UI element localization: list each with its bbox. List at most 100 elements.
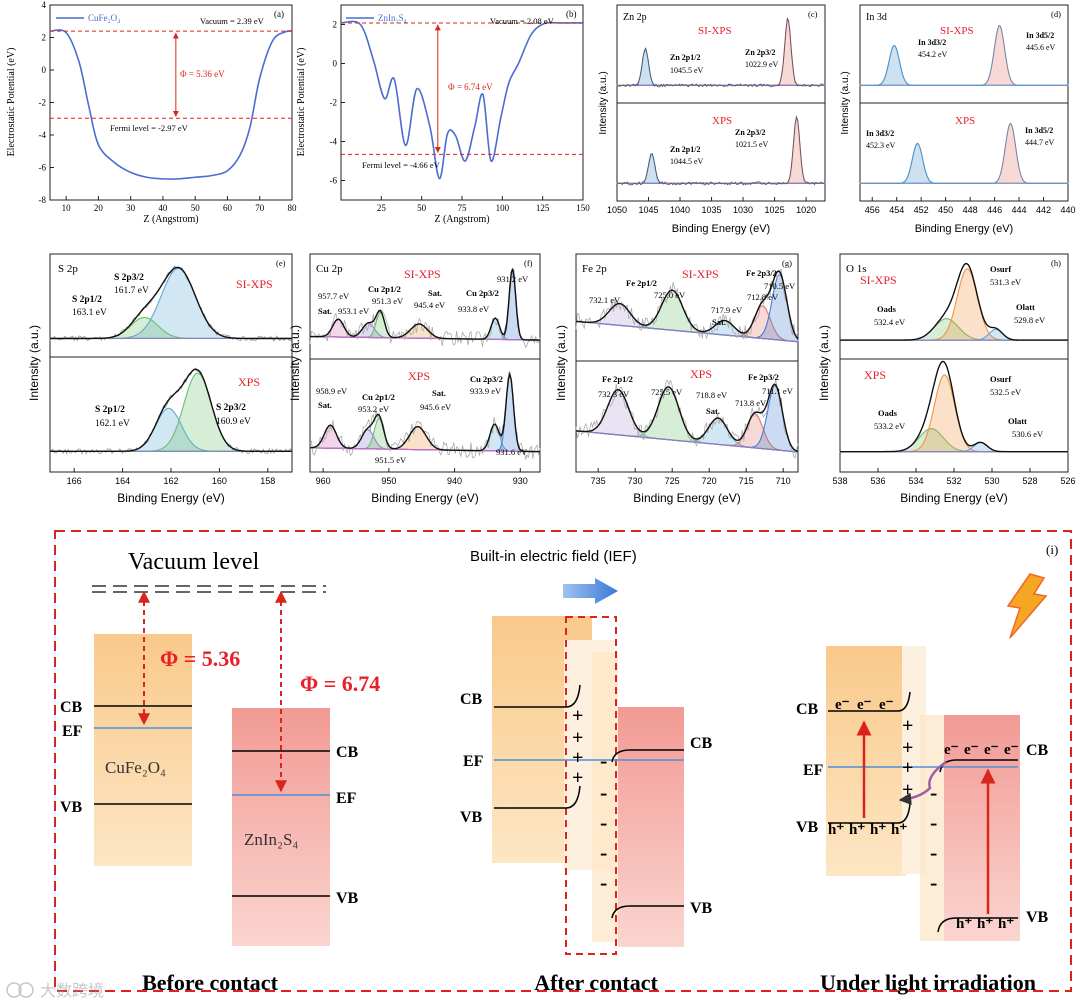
panel-g: 735 730 725 720 715 710 Fe 2p (g) SI-XPS XPS … — [554, 253, 799, 505]
x-tick-label: 526 — [1060, 476, 1075, 486]
panel-h-l4: 533.2 eV — [874, 421, 906, 431]
x-tick-label: 532 — [946, 476, 961, 486]
panel-h-xlabel: Binding Energy (eV) — [900, 491, 1007, 505]
svg-text:h⁺: h⁺ — [828, 822, 844, 838]
panel-c-peak4-name: Zn 2p3/2 — [735, 128, 765, 137]
panel-e-peak4-value: 160.9 eV — [216, 417, 251, 427]
panel-f-l3: 951.3 eV — [372, 296, 404, 306]
panel-f-xlabel: Binding Energy (eV) — [371, 491, 478, 505]
panel-b-potential-curve — [340, 20, 584, 180]
svg-text:+: + — [572, 705, 583, 727]
x-tick-label: 450 — [938, 205, 953, 215]
svg-text:h⁺: h⁺ — [956, 916, 972, 932]
panel-d-peak3-name: In 3d3/2 — [866, 129, 894, 138]
panel-h-osurf2: Osurf — [990, 374, 1011, 384]
x-tick-label: 452 — [914, 205, 929, 215]
panel-f-l6: 931.2 eV — [497, 274, 529, 284]
light-vb-label-right: VB — [1026, 909, 1049, 926]
x-tick-label: 454 — [889, 205, 904, 215]
svg-text:+: + — [902, 737, 913, 759]
panel-d-si-label: SI-XPS — [940, 25, 974, 37]
h-series0-envelope — [840, 262, 1068, 341]
panel-e-spectra — [49, 265, 293, 455]
panel-d-peak2-value: 445.6 eV — [1026, 43, 1056, 52]
svg-text:+: + — [572, 747, 583, 769]
panel-f: 960 950 940 930 Cu 2p (f) SI-XPS XPS 957.7 … — [288, 253, 541, 505]
y-tick-label: 0 — [42, 65, 47, 75]
panel-g-l3: 717.9 eV — [711, 305, 743, 315]
panel-h-spectra — [839, 262, 1069, 453]
c-series1-raw — [616, 115, 826, 186]
panel-f-cu32: Cu 2p3/2 — [466, 288, 499, 298]
after-zis-vb — [611, 905, 684, 919]
panel-h-title: O 1s — [846, 263, 866, 275]
e-series1-envelope — [50, 368, 292, 452]
panel-g-l4: 712.8 eV — [747, 292, 779, 302]
panel-c-peak1-value: 1045.5 eV — [670, 66, 704, 75]
light-cb-label-right: CB — [1026, 742, 1049, 759]
vacuum-level-label: Vacuum level — [128, 549, 260, 575]
cfo-ef-label: EF — [62, 723, 83, 740]
svg-text:+: + — [902, 757, 913, 779]
panel-c-xps-label: XPS — [712, 115, 732, 127]
panel-g-sat1: Sat. — [712, 317, 726, 327]
x-tick-label: 930 — [513, 476, 528, 486]
svg-text:+: + — [902, 779, 913, 801]
panel-g-l6: 732.3 eV — [598, 389, 630, 399]
panel-c: 1050 1045 1040 1035 1030 1025 1020 Zn 2p (c) S… — [598, 4, 826, 235]
x-tick-label: 1050 — [607, 205, 627, 215]
panel-f-spectra — [309, 268, 541, 460]
phi2-label: Φ = 6.74 — [300, 671, 380, 696]
panel-f-l12: 931.6 eV — [496, 447, 528, 457]
light-irradiation-label: Under light irradiation — [820, 970, 1036, 995]
cfo-vb-label: VB — [60, 799, 83, 816]
light-depletion-right — [920, 715, 944, 941]
light-zis-block — [944, 715, 1020, 941]
panel-g-sat2: Sat. — [706, 406, 720, 416]
panel-d-tag: (d) — [1051, 9, 1061, 19]
y-tick-label: -6 — [330, 176, 338, 186]
panel-a-legend: CuFe₂O₄ — [88, 13, 120, 23]
cfo-material-label: CuFe₂O₄ — [105, 758, 166, 777]
panel-b-phi-label: Φ = 6.74 eV — [448, 82, 493, 92]
panel-e-peak1-name: S 2p3/2 — [114, 273, 144, 283]
panel-g-si-label: SI-XPS — [682, 267, 719, 281]
after-depletion-right — [592, 652, 618, 942]
panel-e-peak2-value: 163.1 eV — [72, 308, 107, 318]
x-tick-label: 725 — [665, 476, 680, 486]
after-contact-label: After contact — [534, 970, 658, 995]
panel-f-title: Cu 2p — [316, 263, 343, 275]
panel-a-fermi-label: Fermi level = -2.97 eV — [110, 123, 189, 133]
x-tick-label: 1020 — [796, 205, 816, 215]
panel-c-ylabel: Intensity (a.u.) — [598, 71, 609, 134]
e-series1-raw — [49, 367, 293, 455]
panel-g-l10: 711.1 eV — [762, 386, 794, 396]
svg-text:h⁺: h⁺ — [891, 822, 907, 838]
svg-text:-: - — [930, 840, 937, 865]
x-tick-label: 70 — [255, 203, 265, 213]
svg-text:+: + — [572, 767, 583, 789]
panel-d-spectra — [859, 24, 1069, 184]
panel-g-fe12: Fe 2p1/2 — [626, 278, 657, 288]
panel-g-l5: 710.5 eV — [764, 281, 796, 291]
panel-h-l2: 531.3 eV — [990, 277, 1022, 287]
watermark-text: 大数跨境 — [40, 981, 104, 1000]
after-zis-cb — [611, 749, 684, 763]
zis-ef-label: EF — [336, 790, 357, 807]
x-tick-label: 158 — [260, 476, 275, 486]
svg-text:e⁻: e⁻ — [984, 742, 999, 758]
panel-f-axes: 960 950 940 930 — [310, 358, 540, 486]
panel-a-ylabel: Electrostatic Potential (eV) — [6, 48, 17, 157]
panel-f-tag: (f) — [524, 258, 533, 268]
panel-c-peak1-name: Zn 2p1/2 — [670, 53, 700, 62]
g-series0-envelope — [575, 270, 799, 340]
svg-text:+: + — [902, 715, 913, 737]
light-holes-cfo: h⁺ h⁺ h⁺ h⁺ — [828, 822, 907, 838]
light-electrons-zis: e⁻ e⁻ e⁻ e⁻ — [944, 742, 1019, 758]
x-tick-label: 20 — [94, 203, 104, 213]
panel-d-title: In 3d — [866, 12, 887, 23]
x-tick-label: 950 — [381, 476, 396, 486]
y-tick-label: 2 — [42, 33, 47, 43]
panel-e: 166 164 162 160 158 S 2p (e) SI-XPS XPS S 2p… — [27, 253, 293, 505]
